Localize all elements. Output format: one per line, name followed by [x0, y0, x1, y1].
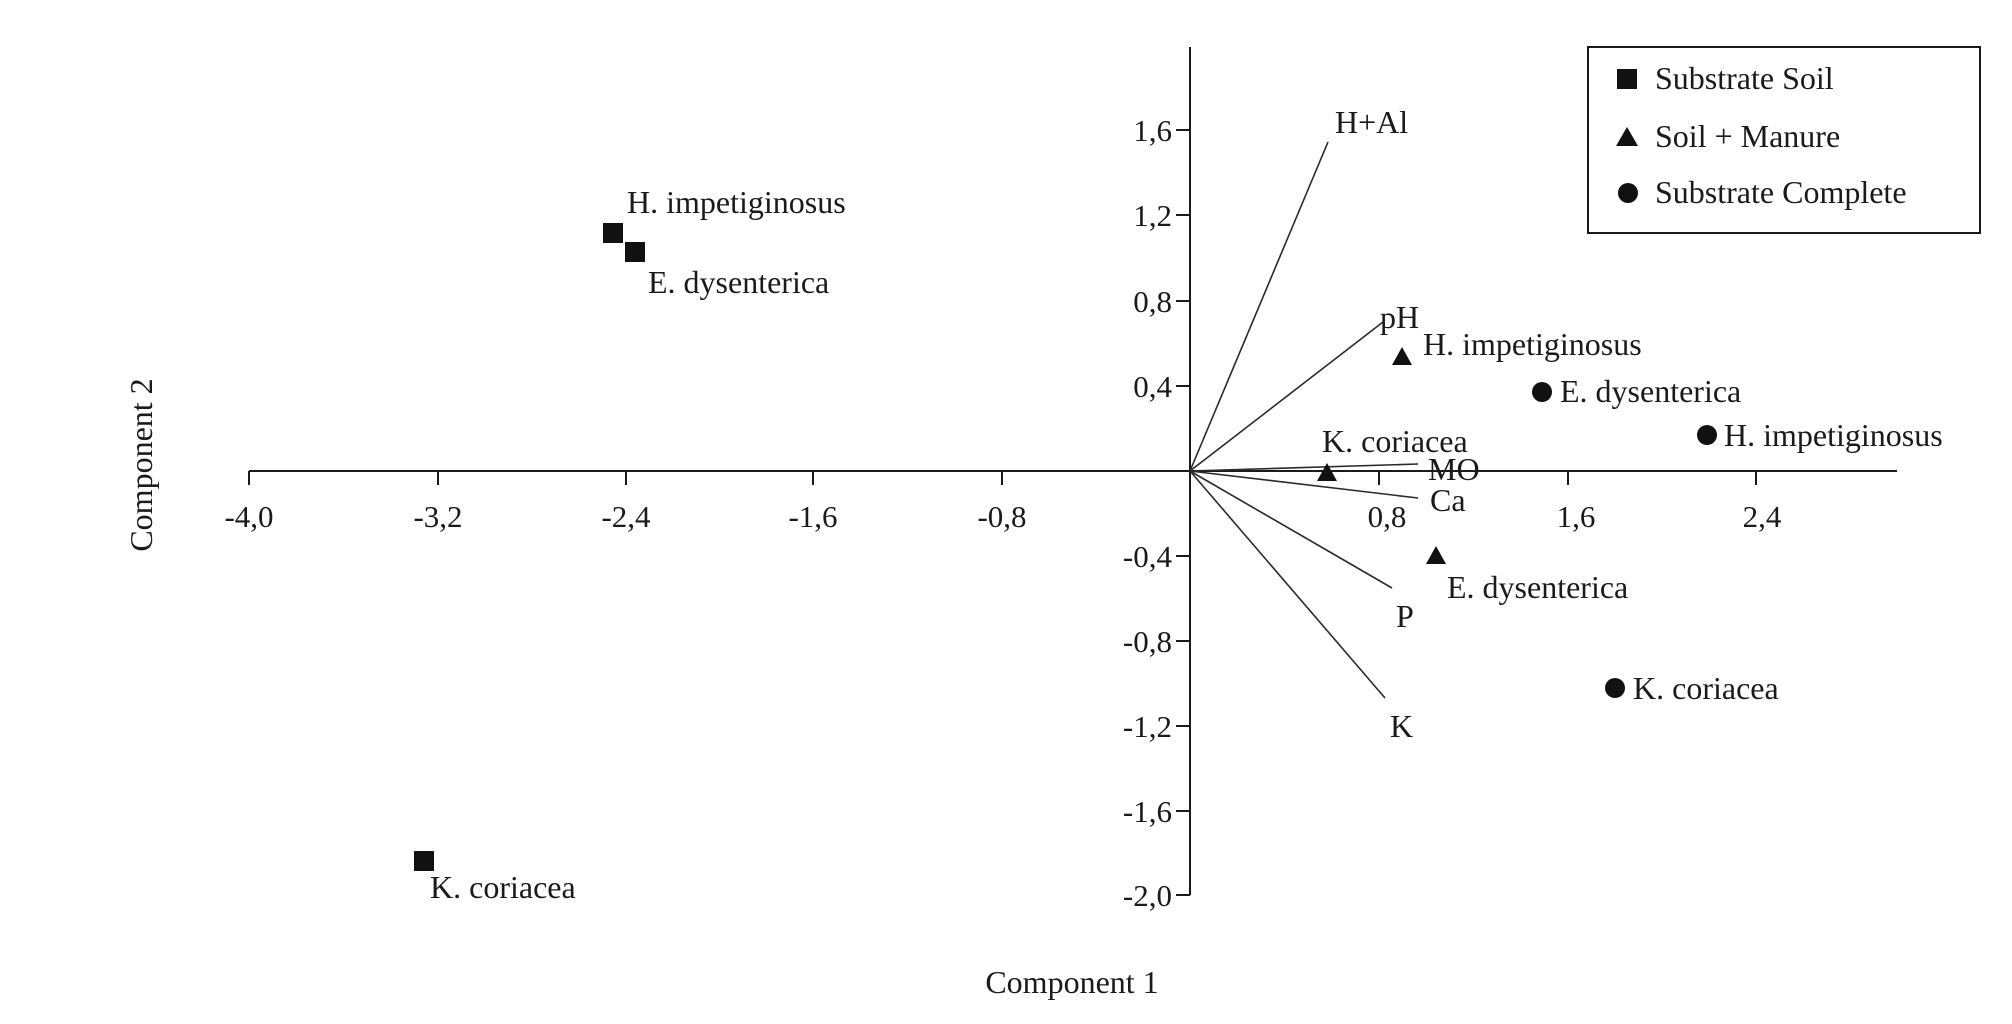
y-axis-ticks: 1,6 1,2 0,8 0,4 -0,4 -0,8 -1,2 -1,6 -2,0 — [1123, 113, 1190, 913]
x-axis-ticks: -4,0 -3,2 -2,4 -1,6 -0,8 0,8 1,6 2,4 — [224, 471, 1782, 534]
vector-mo — [1189, 463, 1419, 472]
point-label: E. dysenterica — [1447, 569, 1628, 605]
legend-triangle-icon — [1616, 127, 1638, 146]
series-soil-manure: H. impetiginosus K. coriacea E. dysenter… — [1317, 326, 1642, 605]
point-label: H. impetiginosus — [627, 184, 846, 220]
x-tick-label: -2,4 — [601, 499, 651, 534]
vector-label-mo: MO — [1428, 451, 1480, 487]
legend-item-label: Substrate Soil — [1655, 60, 1834, 96]
vector-label-ph: pH — [1380, 299, 1419, 335]
circle-marker — [1697, 425, 1717, 445]
y-tick-label: 1,6 — [1133, 113, 1172, 148]
y-tick-label: -0,8 — [1123, 624, 1172, 659]
x-axis-title: Component 1 — [985, 964, 1158, 1000]
y-tick-label: 0,8 — [1133, 284, 1172, 319]
y-tick-label: 0,4 — [1133, 369, 1172, 404]
vector-h-al — [1189, 141, 1329, 472]
point-label: K. coriacea — [430, 869, 576, 905]
square-marker — [414, 851, 434, 871]
series-substrate-complete: E. dysenterica H. impetiginosus K. coria… — [1532, 373, 1943, 706]
circle-marker — [1605, 678, 1625, 698]
point-label: K. coriacea — [1322, 423, 1468, 459]
y-tick-label: -1,2 — [1123, 709, 1172, 744]
circle-marker — [1532, 382, 1552, 402]
legend-square-icon — [1617, 69, 1637, 89]
point-label: E. dysenterica — [648, 264, 829, 300]
x-tick-label: 0,8 — [1368, 499, 1407, 534]
x-tick-label: -3,2 — [413, 499, 462, 534]
square-marker — [625, 242, 645, 262]
x-tick-label: 2,4 — [1743, 499, 1782, 534]
y-tick-label: 1,2 — [1133, 198, 1172, 233]
legend-item-label: Soil + Manure — [1655, 118, 1840, 154]
series-substrate-soil: H. impetiginosus E. dysenterica K. coria… — [414, 184, 846, 905]
vector-label-h-al: H+Al — [1335, 104, 1408, 140]
vector-label-k: K — [1390, 708, 1413, 744]
x-tick-label: -4,0 — [224, 499, 273, 534]
legend: Substrate Soil Soil + Manure Substrate C… — [1587, 46, 1981, 234]
point-label: H. impetiginosus — [1724, 417, 1943, 453]
legend-item-label: Substrate Complete — [1655, 174, 1907, 210]
square-marker — [603, 223, 623, 243]
y-axis-title: Component 2 — [123, 378, 159, 551]
vector-label-p: P — [1396, 598, 1414, 634]
triangle-marker — [1317, 463, 1337, 481]
x-tick-label: -1,6 — [788, 499, 837, 534]
x-tick-label: 1,6 — [1557, 499, 1596, 534]
loading-vectors: H+Al pH MO Ca P K — [1189, 104, 1480, 744]
vector-ph — [1189, 321, 1384, 472]
triangle-marker — [1392, 347, 1412, 365]
legend-circle-icon — [1618, 183, 1638, 203]
point-label: E. dysenterica — [1560, 373, 1741, 409]
triangle-marker — [1426, 546, 1446, 564]
vector-ca — [1189, 470, 1419, 499]
y-tick-label: -1,6 — [1123, 794, 1172, 829]
y-tick-label: -2,0 — [1123, 878, 1172, 913]
vector-p — [1189, 470, 1393, 589]
y-tick-label: -0,4 — [1123, 539, 1173, 574]
vector-label-ca: Ca — [1430, 482, 1466, 518]
legend-box — [1587, 46, 1981, 234]
point-label: H. impetiginosus — [1423, 326, 1642, 362]
vector-k — [1189, 470, 1386, 699]
x-tick-label: -0,8 — [977, 499, 1026, 534]
point-label: K. coriacea — [1633, 670, 1779, 706]
